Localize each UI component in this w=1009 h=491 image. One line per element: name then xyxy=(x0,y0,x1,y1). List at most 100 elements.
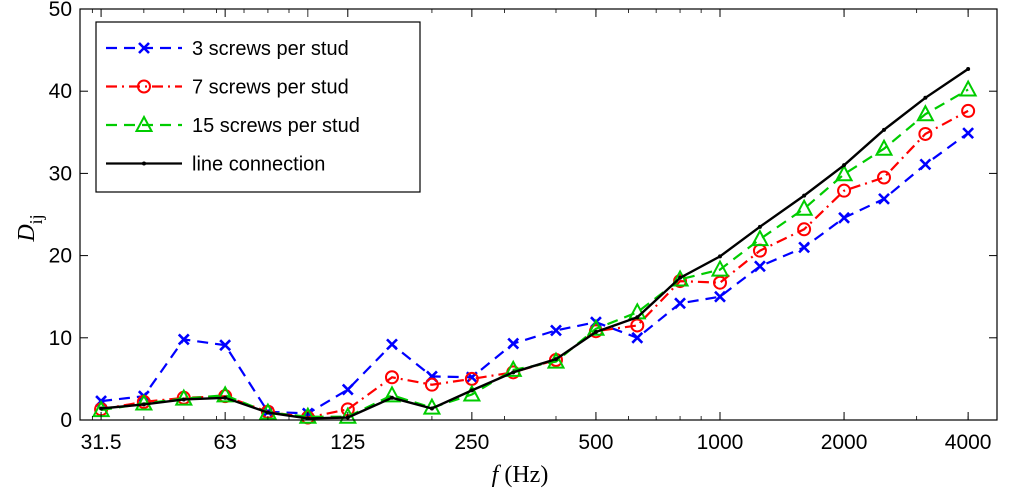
x-axis-unit: (Hz) xyxy=(498,462,548,488)
data-point xyxy=(181,397,186,402)
y-axis-subscript: ij xyxy=(26,214,46,224)
data-point xyxy=(923,95,928,100)
data-point xyxy=(916,104,935,122)
data-point xyxy=(877,170,892,185)
x-tick-label: 31.5 xyxy=(81,431,122,454)
plot-frame xyxy=(79,8,998,421)
data-point xyxy=(678,275,683,280)
data-point xyxy=(878,192,890,205)
data-point xyxy=(507,337,520,350)
data-point xyxy=(712,275,727,290)
legend: 3 screws per stud 7 screws per stud 15 scr… xyxy=(95,21,421,193)
data-point xyxy=(341,383,354,396)
x-tick-label: 500 xyxy=(578,431,613,454)
y-axis-label: Dij xyxy=(14,214,46,242)
data-point xyxy=(586,318,606,336)
y-tick-label: 20 xyxy=(49,245,72,268)
data-point xyxy=(389,395,394,400)
data-point xyxy=(553,357,558,362)
data-point xyxy=(674,297,686,310)
data-point xyxy=(874,138,894,156)
y-tick-label: 30 xyxy=(49,162,72,185)
data-point xyxy=(141,402,146,407)
data-point xyxy=(962,127,975,140)
data-point xyxy=(670,269,690,287)
series-line xyxy=(100,68,969,420)
data-point xyxy=(382,385,402,403)
legend-marker xyxy=(134,114,154,132)
series-line xyxy=(100,132,969,415)
x-axis-variable: f xyxy=(492,462,502,488)
legend-label: 7 screws per stud xyxy=(192,77,349,99)
data-point xyxy=(842,163,847,168)
data-point xyxy=(469,388,474,393)
data-point xyxy=(593,330,598,335)
data-point xyxy=(717,254,722,259)
legend-label: 15 screws per stud xyxy=(192,115,360,137)
data-point xyxy=(511,370,516,375)
data-point xyxy=(834,164,854,182)
legend-marker xyxy=(138,42,150,54)
data-point xyxy=(919,158,932,171)
data-point xyxy=(386,338,398,351)
ticks-layer: 0 10 20 30 40 50 31.5 63 125 250 500 1000 2000 4000 xyxy=(49,0,997,454)
data-point xyxy=(794,198,814,216)
legend-item: 7 screws per stud xyxy=(106,77,349,99)
series-layer xyxy=(91,67,978,425)
data-point xyxy=(215,385,235,403)
data-point xyxy=(961,103,976,118)
data-point xyxy=(384,370,399,385)
legend-item: line connection xyxy=(106,154,325,176)
y-axis-variable: D xyxy=(14,224,40,242)
legend-marker xyxy=(137,79,151,94)
data-point xyxy=(838,211,850,224)
data-point xyxy=(177,333,190,346)
data-point xyxy=(750,229,770,247)
data-point xyxy=(265,410,270,415)
data-point xyxy=(966,67,971,72)
data-point xyxy=(631,331,644,344)
data-point xyxy=(424,377,439,392)
data-point xyxy=(710,259,730,277)
data-point xyxy=(714,290,726,303)
data-point xyxy=(219,339,232,352)
data-point xyxy=(882,127,887,132)
data-point xyxy=(798,241,811,254)
x-tick-label: 250 xyxy=(454,431,489,454)
data-point xyxy=(550,324,562,337)
x-tick-label: 1000 xyxy=(697,431,744,454)
data-point xyxy=(958,79,978,97)
data-point xyxy=(99,406,104,411)
data-point xyxy=(429,406,434,411)
data-point xyxy=(918,126,933,141)
data-point xyxy=(630,318,645,333)
data-point xyxy=(223,395,228,400)
y-tick-label: 50 xyxy=(49,0,72,21)
data-point xyxy=(757,224,762,229)
y-tick-label: 10 xyxy=(49,327,72,350)
legend-item: 15 screws per stud xyxy=(106,114,360,137)
x-tick-label: 125 xyxy=(330,431,365,454)
data-point xyxy=(504,359,523,377)
data-point xyxy=(462,384,482,402)
legend-label: line connection xyxy=(192,154,325,176)
data-point xyxy=(802,193,807,198)
data-point xyxy=(837,183,852,198)
data-point xyxy=(754,260,766,273)
y-tick-label: 40 xyxy=(49,80,72,103)
data-point xyxy=(174,388,193,406)
data-point xyxy=(134,393,154,411)
data-point xyxy=(797,222,812,237)
x-tick-label: 63 xyxy=(213,431,236,454)
legend-item: 3 screws per stud xyxy=(106,38,349,60)
legend-label: 3 screws per stud xyxy=(192,38,349,60)
series-4 xyxy=(99,67,971,421)
y-tick-label: 0 xyxy=(60,409,72,432)
x-tick-label: 2000 xyxy=(821,431,868,454)
x-axis-label: f (Hz) xyxy=(492,462,549,488)
x-tick-label: 4000 xyxy=(945,431,992,454)
legend-marker xyxy=(142,161,146,166)
data-point xyxy=(298,406,318,424)
data-point xyxy=(635,315,640,320)
